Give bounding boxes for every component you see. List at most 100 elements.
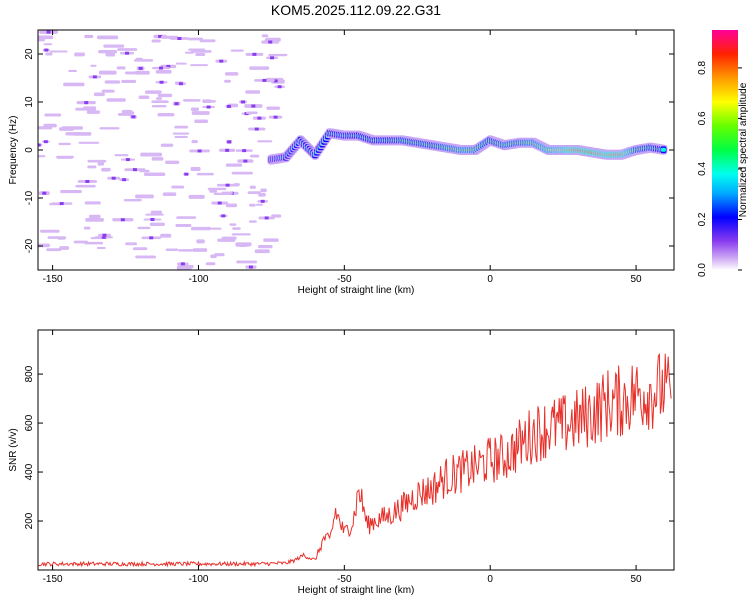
colorbar-tick-label: 0.4 xyxy=(697,162,708,176)
colorbar-tick-label: 0.8 xyxy=(697,61,708,75)
heatmap-noise-cell xyxy=(86,110,100,114)
heatmap-noise-cell xyxy=(183,99,201,102)
y-tick-label: 800 xyxy=(24,365,35,382)
heatmap-noise-cell xyxy=(45,52,53,56)
colorbar-gradient xyxy=(712,30,738,270)
heatmap-noise-cell xyxy=(249,185,256,189)
heatmap-noise-cell xyxy=(132,247,148,251)
heatmap-noise-core xyxy=(125,158,130,162)
heatmap-noise-cell xyxy=(135,255,157,259)
heatmap-noise-cell xyxy=(125,111,135,115)
colorbar-tick-label: 0.2 xyxy=(697,212,708,226)
heatmap-noise-cell xyxy=(171,185,185,189)
heatmap-noise-cell xyxy=(151,105,167,108)
heatmap-noise-cell xyxy=(151,100,169,103)
heatmap-noise-cell xyxy=(96,246,106,250)
heatmap-noise-cell xyxy=(87,165,97,169)
heatmap-noise-core xyxy=(219,59,224,63)
heatmap-noise-core xyxy=(166,64,171,68)
heatmap-noise-core xyxy=(46,30,51,34)
heatmap-noise-cell xyxy=(60,189,82,194)
y-tick-label: 20 xyxy=(24,48,35,60)
heatmap-noise-cell xyxy=(121,79,137,84)
heatmap-noise-cell xyxy=(57,156,73,159)
heatmap-noise-core xyxy=(102,233,107,237)
heatmap-noise-core xyxy=(264,216,269,220)
heatmap-noise-cell xyxy=(188,194,205,199)
heatmap-noise-core xyxy=(43,140,48,144)
colorbar-tick-label: 0.0 xyxy=(697,263,708,277)
heatmap-noise-cell xyxy=(117,48,138,51)
heatmap-noise-cell xyxy=(40,229,60,233)
heatmap-noise-cell xyxy=(98,49,118,54)
snr-series-line xyxy=(38,352,672,568)
x-tick-label: 50 xyxy=(631,274,643,285)
heatmap-noise-cell xyxy=(47,236,67,239)
heatmap-noise-core xyxy=(159,80,164,84)
heatmap-noise-cell xyxy=(74,52,85,57)
heatmap-noise-core xyxy=(270,56,275,60)
heatmap-noise-cell xyxy=(155,70,172,74)
heatmap-noise-cell xyxy=(134,70,150,75)
heatmap-noise-core xyxy=(206,105,211,109)
heatmap-noise-cell xyxy=(210,227,222,230)
heatmap-noise-cell xyxy=(85,217,104,222)
heatmap-noise-cell xyxy=(172,132,190,135)
heatmap-noise-cell xyxy=(191,111,210,115)
y-tick-label: 10 xyxy=(24,96,35,108)
heatmap-noise-core xyxy=(38,143,41,147)
heatmap-noise-cell xyxy=(90,64,97,67)
heatmap-noise-core xyxy=(254,127,259,131)
heatmap-noise-cell xyxy=(149,222,165,227)
heatmap-noise-cell xyxy=(231,233,251,236)
heatmap-noise-cell xyxy=(46,248,62,252)
heatmap-noise-cell xyxy=(140,152,163,157)
heatmap-noise-cell xyxy=(254,249,270,254)
heatmap-noise-cell xyxy=(44,113,62,117)
heatmap-noise-cell xyxy=(225,163,243,167)
heatmap-noise-core xyxy=(138,66,143,70)
heatmap-noise-cell xyxy=(230,49,244,52)
line-y-label: SNR (v/v) xyxy=(8,428,19,471)
heatmap-noise-core xyxy=(92,75,97,79)
heatmap-noise-cell xyxy=(175,62,187,65)
colorbar-label: Normalized spectral amplitude xyxy=(738,82,749,217)
heatmap-noise-cell xyxy=(155,97,163,100)
heatmap-noise-core xyxy=(248,265,253,269)
heatmap-noise-cell xyxy=(150,210,162,215)
heatmap-noise-cell xyxy=(137,226,151,230)
heatmap-noise-cell xyxy=(143,172,166,177)
heatmap-noise-core xyxy=(240,100,245,104)
heatmap-noise-cell xyxy=(38,155,46,158)
x-tick-label: 50 xyxy=(631,574,643,585)
heatmap-noise-cell xyxy=(125,242,138,246)
heatmap-noise-cell xyxy=(225,203,238,208)
heatmap-ridge-core xyxy=(660,147,666,152)
heatmap-noise-cell xyxy=(236,260,258,264)
y-tick-label: 0 xyxy=(24,147,35,153)
heatmap-noise-core xyxy=(262,78,267,82)
heatmap-noise-cell xyxy=(174,135,188,139)
heatmap-noise-core xyxy=(260,199,265,203)
heatmap-noise-core xyxy=(257,116,262,120)
heatmap-noise-cell xyxy=(192,248,208,252)
heatmap-noise-cell xyxy=(229,223,237,226)
heatmap-noise-cell xyxy=(199,39,216,43)
heatmap-noise-cell xyxy=(249,66,270,70)
heatmap-noise-core xyxy=(273,115,278,119)
heatmap-y-ticks: -20 -10 0 10 20 xyxy=(24,48,674,253)
heatmap-noise-cell xyxy=(174,125,189,129)
heatmap-noise-cell xyxy=(138,95,150,99)
heatmap-noise-cell xyxy=(160,143,174,147)
heatmap-noise-cell xyxy=(43,123,57,128)
heatmap-noise-cell xyxy=(101,167,111,172)
heatmap-noise-cell xyxy=(195,52,206,57)
heatmap-noise-cell xyxy=(246,111,258,115)
heatmap-noise-cell xyxy=(75,107,97,111)
colorbar-tick-label: 0.6 xyxy=(697,111,708,125)
heatmap-noise-cell xyxy=(214,253,225,257)
heatmap-noise-core xyxy=(150,217,155,221)
heatmap-noise-cell xyxy=(261,34,269,38)
colorbar-ticks: 0.0 0.2 0.4 0.6 0.8 xyxy=(697,61,742,277)
heatmap-noise-core xyxy=(125,51,130,55)
